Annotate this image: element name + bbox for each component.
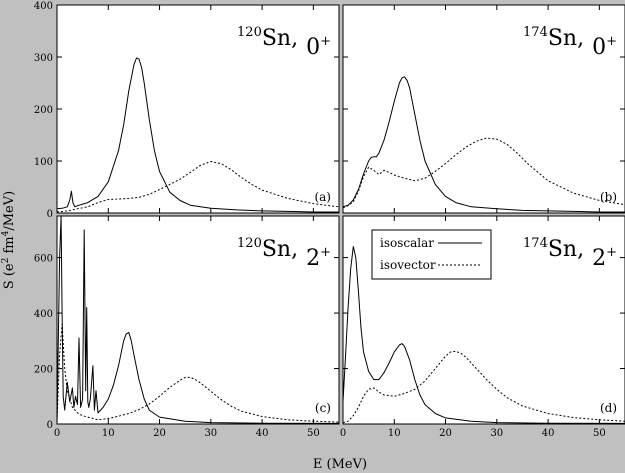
- panel-c-title-parity: +: [320, 245, 331, 260]
- panel-c-x-tick-label: 20: [153, 428, 166, 439]
- panel-c-title-mass: 120: [237, 236, 262, 251]
- panel-c-x-tick-label: 0: [54, 428, 60, 439]
- panel-a-y-tick-label: 400: [34, 1, 53, 12]
- panel-c-x-tick-label: 40: [256, 428, 269, 439]
- panel-a-letter: (a): [314, 190, 331, 204]
- panel-c-y-tick-label: 200: [34, 365, 53, 376]
- panel-b-title-elem: Sn,: [548, 26, 584, 51]
- panel-c-x-tick-label: 50: [307, 428, 320, 439]
- panel-d-x-tick-label: 10: [388, 428, 401, 439]
- panel-c-x-tick-label: 10: [102, 428, 115, 439]
- panel-d-x-tick-label: 50: [593, 428, 606, 439]
- panel-c-title-elem: Sn,: [262, 237, 298, 262]
- panel-b-title: 174Sn, 0+: [523, 25, 617, 60]
- panel-b-title-mult: 0: [592, 35, 606, 60]
- panel-c-y-tick-label: 600: [34, 254, 53, 265]
- panel-d-x-tick-label: 30: [490, 428, 503, 439]
- panel-d-series-isoscalar: [343, 246, 625, 424]
- panel-a-title-mult: 0: [306, 35, 320, 60]
- panel-c-title: 120Sn, 2+: [237, 236, 331, 271]
- panel-a-y-tick-label: 0: [47, 209, 53, 220]
- panel-d-series-isovector: [343, 350, 625, 424]
- panel-c-x-tick-label: 30: [204, 428, 217, 439]
- legend: isoscalar isovector: [371, 229, 492, 280]
- panel-a-series-isovector: [57, 161, 339, 213]
- legend-box: [371, 229, 492, 280]
- panel-b-title-parity: +: [606, 34, 617, 49]
- panel-a-title-parity: +: [320, 34, 331, 49]
- panel-d-title-elem: Sn,: [548, 237, 584, 262]
- x-axis-title: E (MeV): [313, 457, 367, 472]
- panel-b-letter: (b): [600, 190, 617, 204]
- panel-c: 0 10 20 30 40 50 0 200 400 600 120Sn, 2+ (c): [34, 215, 340, 439]
- y-axis-title-end: /MeV): [2, 191, 17, 231]
- panel-a-title: 120Sn, 0+: [237, 25, 331, 60]
- panel-c-letter: (c): [315, 401, 331, 415]
- panel-d-x-tick-label: 20: [439, 428, 452, 439]
- panel-d-title-mass: 174: [523, 236, 548, 251]
- panel-c-frame: [56, 215, 340, 425]
- panel-d-title-mult: 2: [592, 246, 606, 271]
- y-axis-title-mid: fm: [2, 236, 17, 257]
- panel-d-letter: (d): [600, 401, 617, 415]
- panel-a-frame: [56, 4, 340, 214]
- panel-b-series-isovector: [343, 137, 625, 209]
- panel-a-series-isoscalar: [57, 57, 339, 213]
- panel-a-title-mass: 120: [237, 25, 262, 40]
- legend-label-isovector: isovector: [380, 258, 436, 272]
- y-axis-title-sup1: 2: [1, 258, 11, 264]
- panel-b-frame: [342, 4, 625, 214]
- panel-a-y-tick-label: 100: [34, 157, 53, 168]
- y-axis-title-sup2: 4: [1, 230, 11, 236]
- panel-a-y-tick-label: 200: [34, 105, 53, 116]
- y-axis-title: S (e2 fm4/MeV): [1, 191, 17, 289]
- panel-c-y-tick-label: 0: [47, 420, 53, 431]
- panel-a-y-tick-label: 300: [34, 53, 53, 64]
- panel-d-title: 174Sn, 2+: [523, 236, 617, 271]
- panel-c-y-tick-label: 400: [34, 309, 53, 320]
- panel-b-title-mass: 174: [523, 25, 548, 40]
- legend-label-isoscalar: isoscalar: [380, 236, 434, 250]
- panel-a-title-elem: Sn,: [262, 26, 298, 51]
- panel-d-x-tick-label: 0: [340, 428, 346, 439]
- panel-c-series-isovector: [57, 323, 339, 423]
- panel-b: 174Sn, 0+ (b): [342, 4, 625, 214]
- panel-b-series-isoscalar: [343, 76, 625, 213]
- panel-c-title-mult: 2: [306, 246, 320, 271]
- y-axis-title-main: S (e: [2, 263, 17, 289]
- panel-d-title-parity: +: [606, 245, 617, 260]
- panel-d-x-tick-label: 40: [542, 428, 555, 439]
